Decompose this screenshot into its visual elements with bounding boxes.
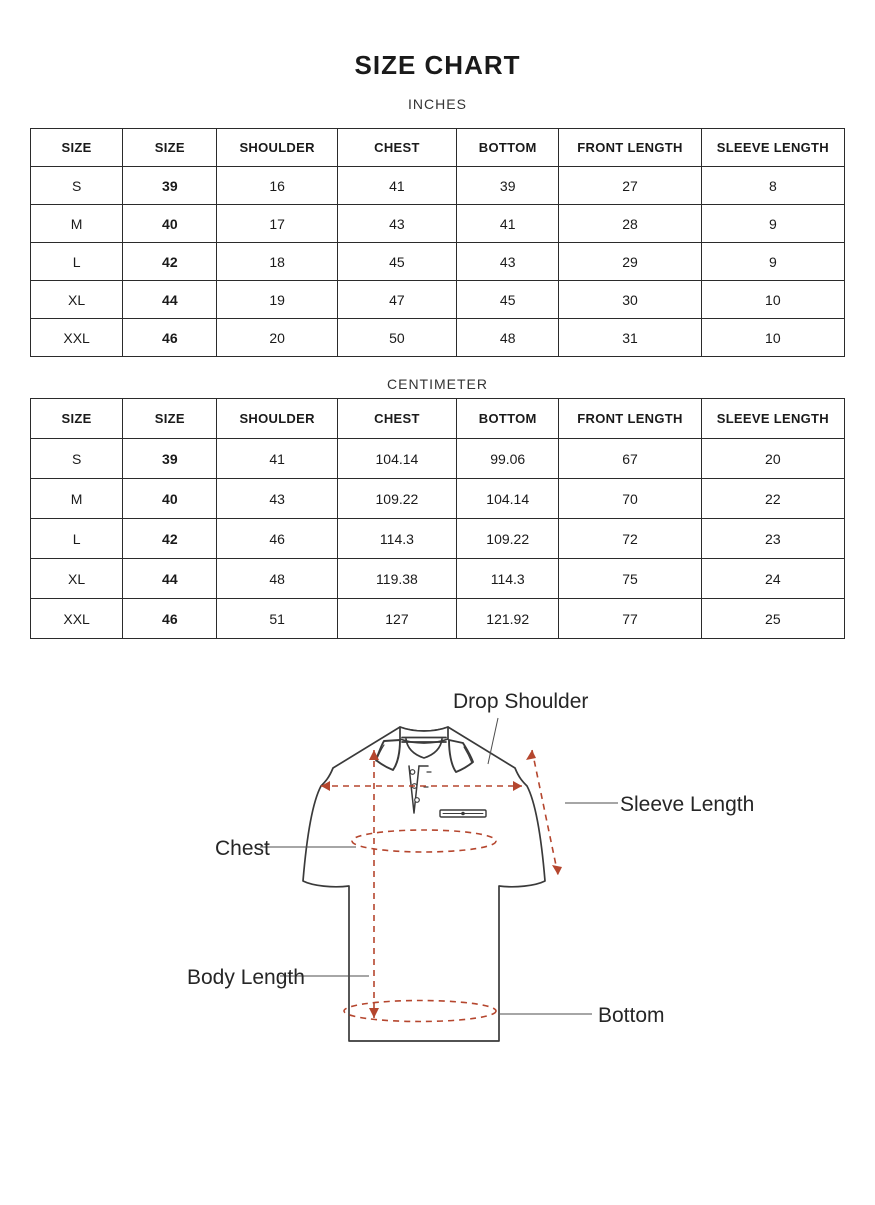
- svg-text:Drop Shoulder: Drop Shoulder: [453, 690, 588, 713]
- svg-text:Bottom: Bottom: [598, 1004, 665, 1027]
- svg-text:Sleeve Length: Sleeve Length: [620, 793, 754, 816]
- svg-text:Body Length: Body Length: [187, 966, 305, 989]
- svg-text:Chest: Chest: [215, 837, 270, 860]
